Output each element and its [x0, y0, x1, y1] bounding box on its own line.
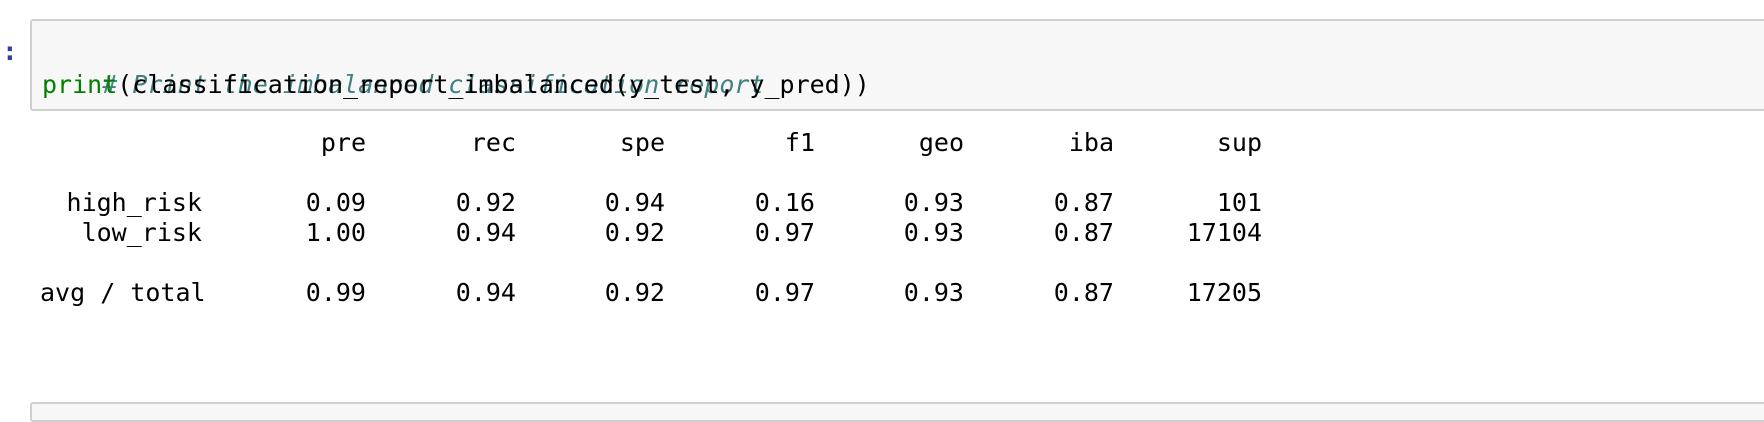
header-rec: rec: [470, 128, 516, 157]
cell-value: 0.16: [754, 188, 815, 217]
code-print-line[interactable]: print(classification_report_imbalanced(y…: [42, 68, 870, 102]
cell-prompt: :: [2, 37, 18, 67]
code-call-args: (classification_report_imbalanced(y_test…: [117, 70, 870, 99]
header-f1: f1: [784, 128, 815, 157]
cell-value: 0.94: [455, 278, 516, 307]
cell-value: 0.93: [903, 278, 964, 307]
cell-value: 0.09: [305, 188, 366, 217]
cell-value: 0.93: [903, 218, 964, 247]
cell-value: 0.93: [903, 188, 964, 217]
cell-value: 0.92: [604, 278, 665, 307]
row-label-avg-total: avg / total: [40, 278, 206, 307]
cell-value: 0.99: [305, 278, 366, 307]
row-label-low-risk: low_risk: [81, 218, 202, 247]
row-label-high-risk: high_risk: [66, 188, 202, 217]
cell-value: 17104: [1186, 218, 1262, 247]
header-iba: iba: [1068, 128, 1114, 157]
code-comment-line[interactable]: # Print the imbalanced classification re…: [42, 34, 764, 136]
cell-value: 0.97: [754, 278, 815, 307]
cell-value: 0.94: [604, 188, 665, 217]
cell-output: pre rec spe f1 geo iba sup high_risk 0.0…: [40, 126, 1740, 376]
cell-value: 0.94: [455, 218, 516, 247]
next-code-cell[interactable]: [30, 402, 1764, 422]
cell-value: 1.00: [305, 218, 366, 247]
header-sup: sup: [1216, 128, 1262, 157]
cell-value: 0.87: [1053, 218, 1114, 247]
cell-value: 0.87: [1053, 188, 1114, 217]
cell-value: 0.87: [1053, 278, 1114, 307]
header-pre: pre: [320, 128, 366, 157]
header-spe: spe: [619, 128, 665, 157]
cell-value: 0.92: [604, 218, 665, 247]
cell-value: 0.92: [455, 188, 516, 217]
cell-value: 0.97: [754, 218, 815, 247]
code-comment: # Print the imbalanced classification re…: [102, 70, 765, 99]
code-cell-input[interactable]: # Print the imbalanced classification re…: [30, 19, 1764, 111]
header-geo: geo: [918, 128, 964, 157]
cell-value: 17205: [1186, 278, 1262, 307]
cell-value: 101: [1216, 188, 1262, 217]
code-builtin-print: print: [42, 70, 118, 99]
